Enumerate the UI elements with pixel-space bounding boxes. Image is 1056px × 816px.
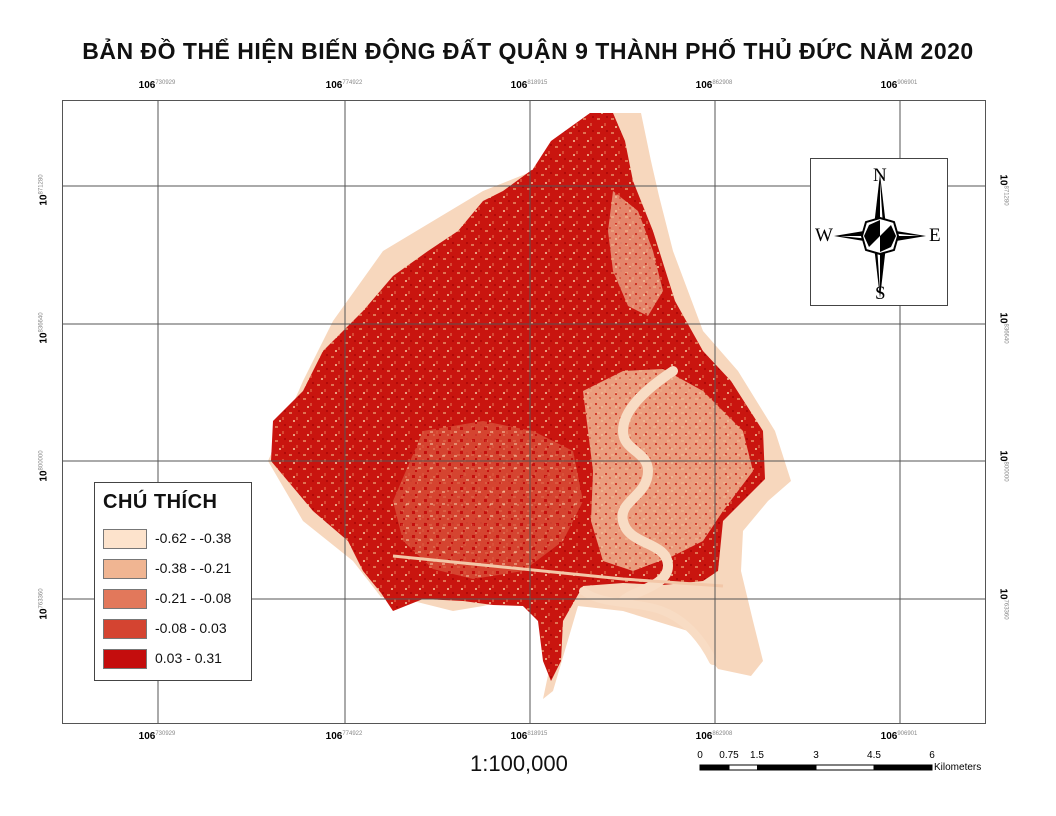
compass-rose-icon xyxy=(834,174,926,298)
legend-swatch xyxy=(103,559,147,579)
scale-ratio: 1:100,000 xyxy=(470,751,568,776)
scale-label: 0.75 xyxy=(719,750,739,761)
scale-unit: Kilometers xyxy=(934,762,982,773)
scale-label: 1.5 xyxy=(750,750,764,761)
map-canvas[interactable] xyxy=(63,101,986,724)
west-label: W xyxy=(815,225,833,246)
lat-label-right-2: 10836640 xyxy=(997,312,1009,344)
lat-label-right-1: 10871280 xyxy=(997,174,1009,206)
lat-label-left-3: 10800000 xyxy=(38,450,50,482)
lon-label-top-2: 106774922 xyxy=(325,80,363,91)
scale-bar-graphic xyxy=(699,764,933,771)
legend-label: -0.08 - 0.03 xyxy=(155,620,227,636)
lon-label-top-5: 106906901 xyxy=(880,80,918,91)
lon-label-top-3: 106818915 xyxy=(510,80,548,91)
canal xyxy=(392,554,724,588)
legend-swatch xyxy=(103,649,147,669)
lat-label-right-3: 10800000 xyxy=(997,450,1009,482)
lat-label-right-4: 10763360 xyxy=(997,588,1009,620)
north-arrow-box: N S E W xyxy=(810,158,948,306)
north-light-strip xyxy=(608,191,663,316)
legend-label: -0.38 - -0.21 xyxy=(155,560,232,576)
lon-label-bottom-5: 106906901 xyxy=(880,731,918,742)
lon-label-bottom-2: 106774922 xyxy=(325,731,363,742)
legend-label: -0.21 - -0.08 xyxy=(155,590,232,606)
lon-label-top-4: 106862908 xyxy=(695,80,733,91)
legend-swatch xyxy=(103,619,147,639)
lon-label-bottom-1: 106730929 xyxy=(138,731,176,742)
scale-label: 4.5 xyxy=(867,750,881,761)
south-label: S xyxy=(875,283,886,304)
map-frame[interactable] xyxy=(62,100,986,724)
scale-label: 0 xyxy=(697,750,703,761)
scale-label: 6 xyxy=(929,750,935,761)
lon-label-top-1: 106730929 xyxy=(138,80,176,91)
lat-label-left-4: 10763360 xyxy=(38,588,50,620)
legend-swatch xyxy=(103,589,147,609)
legend: CHÚ THÍCH -0.62 - -0.38 -0.38 - -0.21 -0… xyxy=(94,482,252,681)
lat-label-left-1: 10871280 xyxy=(38,174,50,206)
legend-label: 0.03 - 0.31 xyxy=(155,650,222,666)
scale-bar: 0 0.75 1.5 3 4.5 6 Kilometers xyxy=(690,748,990,778)
legend-swatch xyxy=(103,529,147,549)
lon-label-bottom-4: 106862908 xyxy=(695,731,733,742)
legend-title: CHÚ THÍCH xyxy=(103,491,218,513)
river xyxy=(617,366,678,606)
scale-label: 3 xyxy=(813,750,819,761)
lat-label-left-2: 10836640 xyxy=(38,312,50,344)
river-south xyxy=(579,587,717,665)
lon-label-bottom-3: 106818915 xyxy=(510,731,548,742)
north-label: N xyxy=(873,165,887,186)
legend-label: -0.62 - -0.38 xyxy=(155,530,232,546)
map-title: BẢN ĐỒ THỂ HIỆN BIẾN ĐỘNG ĐẤT QUẬN 9 THÀ… xyxy=(82,38,974,64)
east-label: E xyxy=(929,225,941,246)
